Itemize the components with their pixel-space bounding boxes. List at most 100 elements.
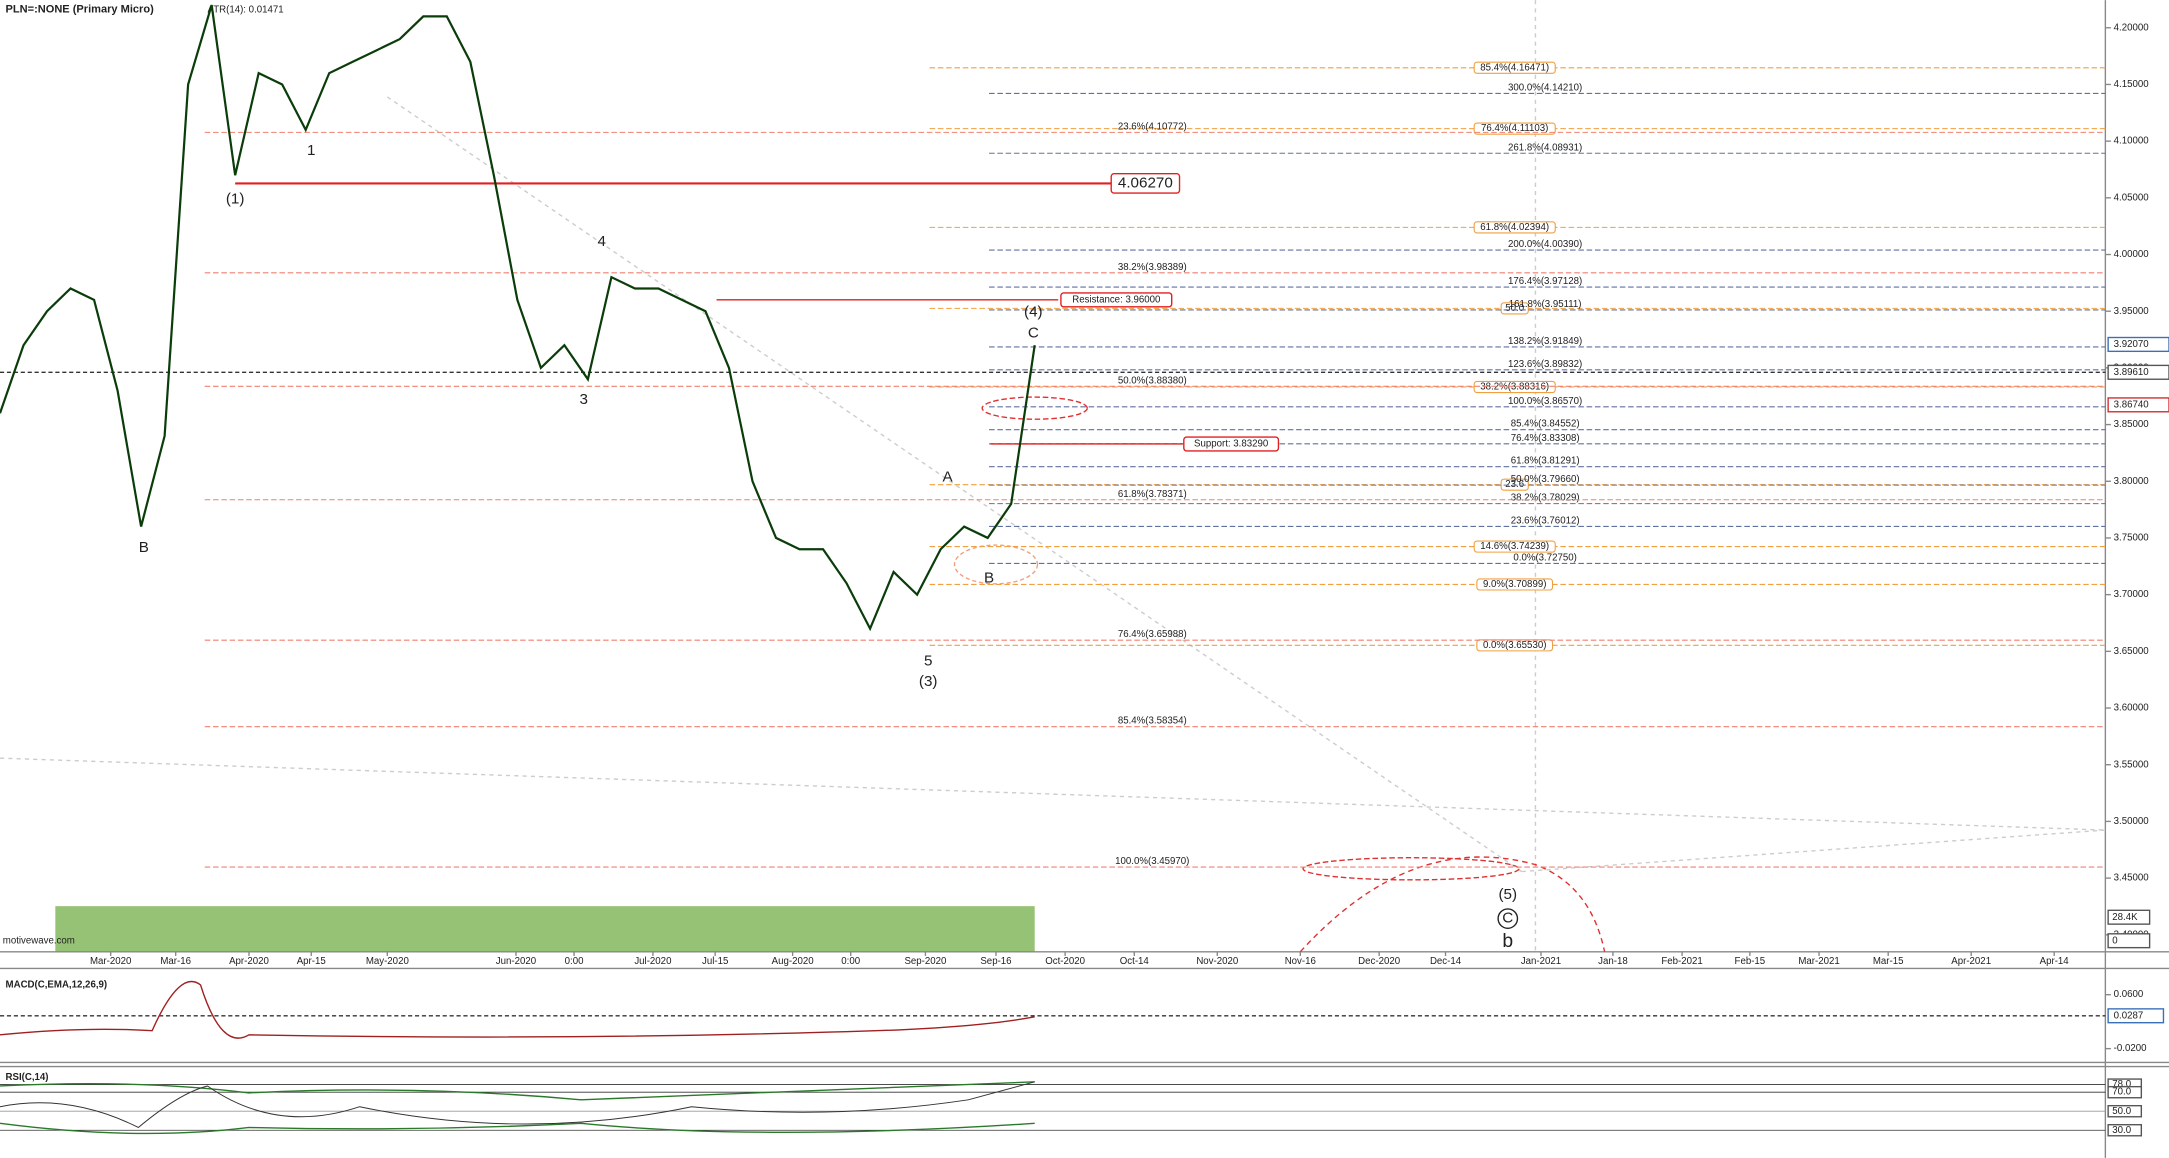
y-tick-label: 3.55000 (2114, 759, 2149, 770)
target-ellipse (1302, 857, 1520, 881)
fib-label-box (1476, 578, 1554, 591)
target-ellipse (981, 396, 1088, 420)
y-tick-label: 4.15000 (2114, 79, 2149, 90)
price-marker-label: 3.89610 (2114, 367, 2149, 378)
rsi-tick-label: 50.0 (2112, 1106, 2131, 1117)
x-tick-label: Nov-16 (1285, 956, 1316, 967)
macd-line (0, 980, 1035, 1039)
fib-label-box (1473, 221, 1556, 234)
fib-label: 38.2%(3.78029) (1511, 493, 1580, 504)
wave-label: 5 (924, 652, 932, 669)
wave-circle (1497, 908, 1519, 929)
x-tick-label: Nov-2020 (1196, 956, 1238, 967)
rsi-line (0, 1081, 1035, 1129)
key-level-box (1060, 292, 1173, 308)
wave-label: (5) (1498, 886, 1517, 903)
x-tick-label: Jul-15 (702, 956, 728, 967)
x-tick-label: Aug-2020 (772, 956, 814, 967)
fib-label: 9.0%(3.70899) (1483, 579, 1546, 590)
y-tick-label: 4.20000 (2114, 22, 2149, 33)
x-tick-label: Oct-2020 (1045, 956, 1085, 967)
fib-label: 76.4%(3.83308) (1511, 433, 1580, 444)
y-tick-label: 3.80000 (2114, 476, 2149, 487)
price-marker-label: 3.86740 (2114, 399, 2149, 410)
rsi-tick-label: 30.0 (2112, 1125, 2131, 1136)
fib-label: 38.2%(3.88316) (1480, 382, 1549, 393)
fib-label: 50.0%(3.79660) (1511, 474, 1580, 485)
fib-label: 0.0%(3.72750) (1513, 553, 1576, 564)
fib-label: 76.4%(3.65988) (1118, 629, 1187, 640)
x-tick-label: Apr-14 (2040, 956, 2070, 967)
key-level-box (1183, 436, 1280, 452)
y-tick-label: 3.75000 (2114, 533, 2149, 544)
key-level-label: Resistance: 3.96000 (1072, 294, 1160, 305)
rsi-band (0, 1122, 1035, 1135)
x-tick-label: Oct-14 (1120, 956, 1150, 967)
price-marker (2107, 397, 2169, 413)
x-tick-label: Sep-16 (980, 956, 1011, 967)
price-marker (2107, 336, 2169, 353)
x-tick-label: Dec-14 (1430, 956, 1462, 967)
x-tick-label: Feb-2021 (1661, 956, 1702, 967)
fib-label-box (1500, 302, 1529, 315)
fib-label-box (1473, 122, 1556, 135)
volume-scale-box (2107, 933, 2151, 949)
projection-arc (1299, 856, 1606, 953)
fib-label: 300.0%(4.14210) (1508, 82, 1582, 93)
macd-tick-label: 0.0600 (2114, 989, 2144, 1000)
wave-label: B (984, 569, 994, 586)
y-tick-label: 3.65000 (2114, 646, 2149, 657)
y-tick-label: 3.45000 (2114, 873, 2149, 884)
fib-label: 23.6%(4.10772) (1118, 121, 1187, 132)
fib-label-box (1476, 639, 1554, 652)
x-tick-label: Jan-18 (1598, 956, 1628, 967)
fib-label: 23.6%(3.76012) (1511, 516, 1580, 527)
fib-label: 100.0%(3.86570) (1508, 396, 1582, 407)
wave-label: A (942, 468, 953, 485)
x-tick-label: May-2020 (366, 956, 409, 967)
volume-scale-label: 0 (2112, 935, 2117, 946)
key-level-box (1110, 173, 1181, 194)
fib-label: 61.8%(4.02394) (1480, 222, 1549, 233)
fib-label: 38.2%(3.98389) (1118, 262, 1187, 273)
volume-area (55, 906, 1035, 952)
wave-label: (3) (919, 673, 938, 690)
fib-label: 61.8%(3.81291) (1511, 456, 1580, 467)
rsi-tick-box (2107, 1085, 2143, 1099)
x-tick-label: 0:00 (565, 956, 584, 967)
x-tick-label: Jan-2021 (1521, 956, 1561, 967)
x-tick-label: Sep-2020 (904, 956, 946, 967)
fib-label-box (1473, 380, 1556, 394)
x-tick-label: Feb-15 (1735, 956, 1766, 967)
rsi-label: RSI(C,14) (6, 1072, 49, 1083)
key-level-label: 4.06270 (1118, 174, 1173, 191)
fib-label: 0.0%(3.65530) (1483, 640, 1546, 651)
fib-label-box (1473, 61, 1556, 74)
trend-line (1521, 829, 2106, 873)
price-marker (2107, 364, 2169, 380)
volume-scale-label: 28.4K (2112, 912, 2138, 923)
wave-label: C (1028, 324, 1039, 341)
x-tick-label: Dec-2020 (1358, 956, 1400, 967)
x-tick-label: Apr-2020 (229, 956, 269, 967)
key-level-label: Support: 3.83290 (1194, 439, 1268, 450)
y-tick-label: 3.60000 (2114, 703, 2149, 714)
watermark: motivewave.com (3, 935, 75, 946)
wave-label: C (1502, 910, 1513, 927)
x-tick-label: Mar-16 (160, 956, 191, 967)
fib-label-box (1473, 540, 1556, 553)
fib-label: 85.4%(3.58354) (1118, 716, 1187, 727)
wave-label: (1) (226, 190, 245, 207)
x-tick-label: 0:00 (841, 956, 860, 967)
fib-label: 76.4%(4.11103) (1481, 123, 1548, 134)
volume-scale-box (2107, 909, 2151, 925)
y-tick-label: 3.85000 (2114, 419, 2149, 430)
y-tick-label: 3.50000 (2114, 816, 2149, 827)
trend-line (0, 757, 2106, 831)
price-marker-label: 3.92070 (2114, 339, 2149, 350)
chart-title: PLN=:NONE (Primary Micro) (6, 4, 155, 16)
x-tick-label: Jun-2020 (496, 956, 536, 967)
fib-label: 61.8%(3.78371) (1118, 489, 1187, 500)
fib-label: 85.4%(3.84552) (1511, 419, 1580, 430)
